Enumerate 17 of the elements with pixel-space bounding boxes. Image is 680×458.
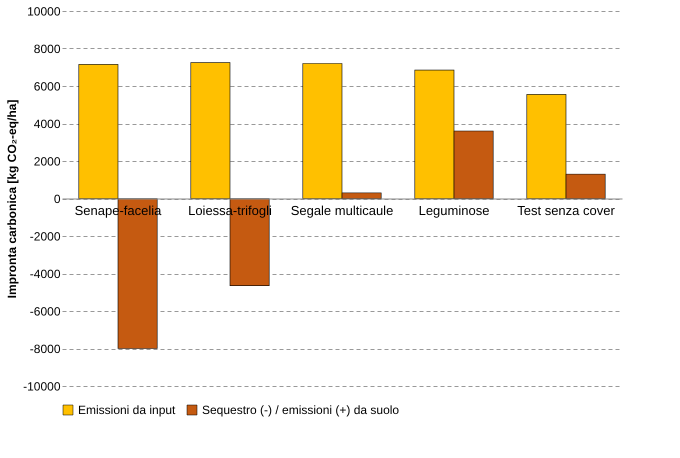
y-tick-label: 6000 xyxy=(34,80,61,94)
y-tick-label: 10000 xyxy=(27,4,61,18)
y-tick-label: -4000 xyxy=(30,267,61,281)
x-tick-label: Segale multicaule xyxy=(290,203,394,218)
y-tick-label: 8000 xyxy=(34,42,61,56)
y-tick-label: -10000 xyxy=(23,380,61,394)
y-tick-label: 4000 xyxy=(34,117,61,131)
y-tick-label: 2000 xyxy=(34,154,61,168)
legend-label: Emissioni da input xyxy=(78,403,176,417)
legend-label: Sequestro (-) / emissioni (+) da suolo xyxy=(202,403,400,417)
y-tick-label: 0 xyxy=(54,192,61,206)
y-tick-label: -2000 xyxy=(30,230,61,244)
y-tick-label: -8000 xyxy=(30,342,61,356)
x-tick-label: Test senza cover xyxy=(517,203,616,218)
y-axis-title: Impronta carbonica [kg CO₂-eq/ha] xyxy=(5,100,20,298)
x-tick-label: Leguminose xyxy=(418,203,490,218)
y-tick-label: -6000 xyxy=(30,304,61,318)
